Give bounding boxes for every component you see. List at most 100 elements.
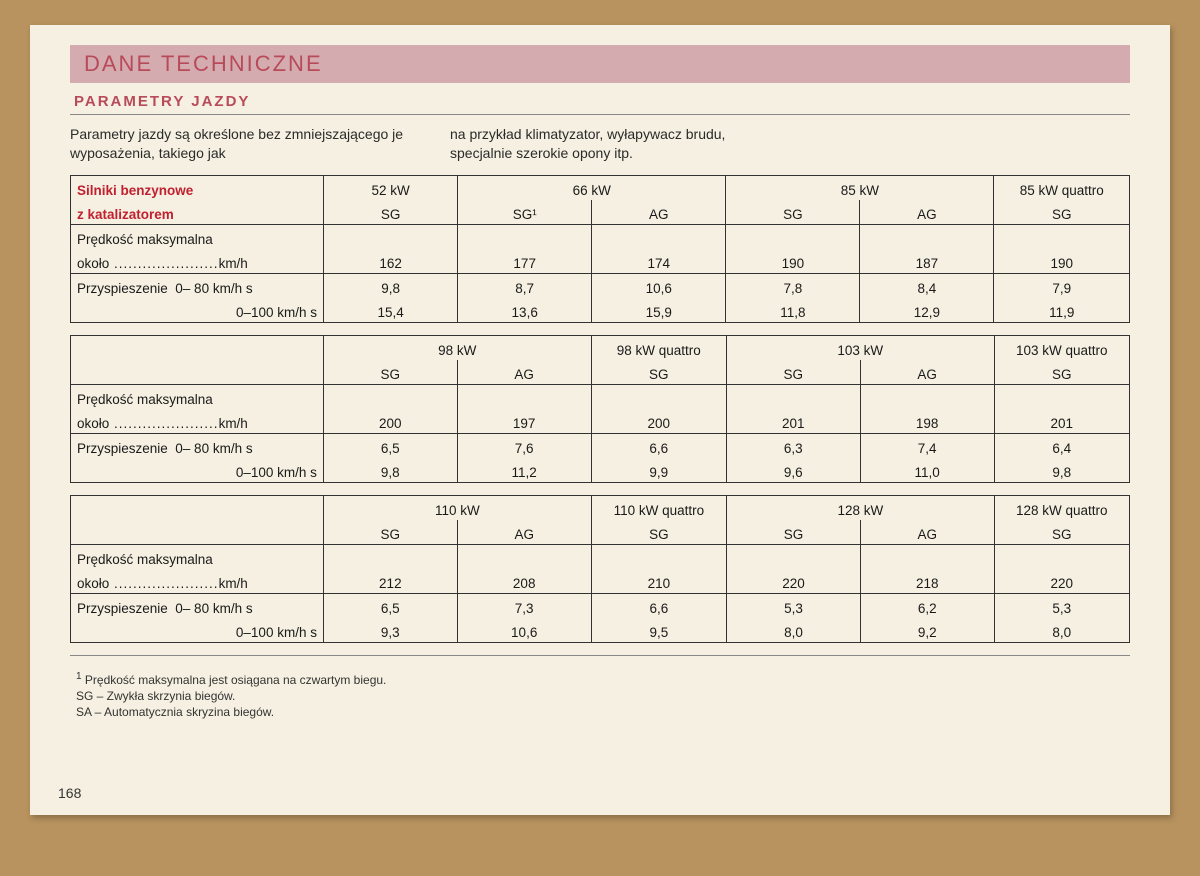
val-a100: 9,2 bbox=[860, 618, 994, 643]
val-speed: 220 bbox=[994, 569, 1129, 594]
col-trans: SG bbox=[727, 520, 861, 545]
val-a80: 8,7 bbox=[458, 273, 592, 298]
spec-table: 98 kW98 kW quattro103 kW103 kW quattroSG… bbox=[70, 335, 1130, 483]
val-a100: 9,5 bbox=[591, 618, 726, 643]
val-a100: 9,8 bbox=[323, 458, 457, 483]
val-a80: 5,3 bbox=[994, 593, 1129, 618]
header-bar: DANE TECHNICZNE bbox=[70, 45, 1130, 83]
col-trans: AG bbox=[860, 520, 994, 545]
val-speed: 187 bbox=[860, 249, 994, 274]
val-a80: 7,4 bbox=[860, 433, 994, 458]
col-power: 128 kW quattro bbox=[994, 495, 1129, 520]
val-a80: 6,6 bbox=[591, 433, 726, 458]
val-a80: 9,8 bbox=[324, 273, 458, 298]
section-subtitle: PARAMETRY JAZDY bbox=[74, 93, 1130, 110]
col-power: 85 kW quattro bbox=[994, 175, 1130, 200]
row-max-speed: Prędkość maksymalna bbox=[71, 384, 324, 409]
val-a80: 6,2 bbox=[860, 593, 994, 618]
col-trans: SG bbox=[726, 200, 860, 225]
col-power: 85 kW bbox=[726, 175, 994, 200]
val-speed: 190 bbox=[726, 249, 860, 274]
val-a80: 8,4 bbox=[860, 273, 994, 298]
val-a100: 9,9 bbox=[591, 458, 726, 483]
val-speed: 162 bbox=[324, 249, 458, 274]
page: DANE TECHNICZNE PARAMETRY JAZDY Parametr… bbox=[30, 25, 1170, 815]
row-max-speed-unit: okołokm/h bbox=[71, 569, 324, 594]
val-speed: 197 bbox=[457, 409, 591, 434]
val-a100: 11,8 bbox=[726, 298, 860, 323]
val-a80: 6,5 bbox=[323, 593, 457, 618]
spec-table: 110 kW110 kW quattro128 kW128 kW quattro… bbox=[70, 495, 1130, 643]
col-trans: SG bbox=[324, 200, 458, 225]
col-power: 103 kW quattro bbox=[994, 335, 1129, 360]
val-a100: 9,8 bbox=[994, 458, 1129, 483]
val-speed: 190 bbox=[994, 249, 1130, 274]
col-trans: SG bbox=[591, 520, 726, 545]
val-a100: 8,0 bbox=[727, 618, 861, 643]
val-speed: 200 bbox=[591, 409, 726, 434]
val-a100: 9,6 bbox=[726, 458, 860, 483]
val-a100: 10,6 bbox=[457, 618, 591, 643]
col-power: 98 kW bbox=[323, 335, 591, 360]
col-power: 103 kW bbox=[726, 335, 994, 360]
row-accel-100: 0–100 km/h s bbox=[71, 458, 324, 483]
val-a100: 13,6 bbox=[458, 298, 592, 323]
row-accel-80: Przyspieszenie 0– 80 km/h s bbox=[71, 273, 324, 298]
val-a100: 12,9 bbox=[860, 298, 994, 323]
row-accel-80: Przyspieszenie 0– 80 km/h s bbox=[71, 593, 324, 618]
col-power: 128 kW bbox=[727, 495, 994, 520]
val-speed: 212 bbox=[323, 569, 457, 594]
col-power: 98 kW quattro bbox=[591, 335, 726, 360]
spec-table: Silniki benzynowe52 kW66 kW85 kW85 kW qu… bbox=[70, 175, 1130, 323]
page-number: 168 bbox=[58, 785, 81, 801]
val-speed: 177 bbox=[458, 249, 592, 274]
val-a80: 6,3 bbox=[726, 433, 860, 458]
val-speed: 174 bbox=[592, 249, 726, 274]
val-a80: 7,3 bbox=[457, 593, 591, 618]
val-speed: 200 bbox=[323, 409, 457, 434]
val-speed: 218 bbox=[860, 569, 994, 594]
val-a100: 15,9 bbox=[592, 298, 726, 323]
val-a80: 6,5 bbox=[323, 433, 457, 458]
intro-right: na przykład klimatyzator, wyłapywacz bru… bbox=[450, 125, 790, 163]
col-trans: SG bbox=[994, 200, 1130, 225]
val-a80: 5,3 bbox=[727, 593, 861, 618]
val-a100: 8,0 bbox=[994, 618, 1129, 643]
val-speed: 220 bbox=[727, 569, 861, 594]
footnote-sg: SG – Zwykła skrzynia biegów. bbox=[76, 688, 1130, 704]
intro-left: Parametry jazdy są określone bez zmniejs… bbox=[70, 125, 410, 163]
col-power: 110 kW bbox=[323, 495, 591, 520]
footnote-sa: SA – Automatycznia skryzina biegów. bbox=[76, 704, 1130, 720]
col-power: 110 kW quattro bbox=[591, 495, 726, 520]
col-trans: SG bbox=[323, 520, 457, 545]
val-a100: 11,0 bbox=[860, 458, 994, 483]
rule bbox=[70, 655, 1130, 656]
col-power: 66 kW bbox=[458, 175, 726, 200]
val-speed: 201 bbox=[994, 409, 1129, 434]
intro-text: Parametry jazdy są określone bez zmniejs… bbox=[70, 125, 1130, 163]
val-a80: 6,6 bbox=[591, 593, 726, 618]
col-power: 52 kW bbox=[324, 175, 458, 200]
footnotes: 1 Prędkość maksymalna jest osiągana na c… bbox=[70, 670, 1130, 721]
val-a100: 9,3 bbox=[323, 618, 457, 643]
engines-header-2: z katalizatorem bbox=[71, 200, 324, 225]
val-speed: 210 bbox=[591, 569, 726, 594]
val-speed: 208 bbox=[457, 569, 591, 594]
col-trans: SG bbox=[726, 360, 860, 385]
row-accel-100: 0–100 km/h s bbox=[71, 618, 324, 643]
col-trans: SG bbox=[994, 360, 1129, 385]
val-a100: 11,2 bbox=[457, 458, 591, 483]
val-a100: 15,4 bbox=[324, 298, 458, 323]
val-a80: 7,8 bbox=[726, 273, 860, 298]
row-max-speed: Prędkość maksymalna bbox=[71, 224, 324, 249]
val-speed: 198 bbox=[860, 409, 994, 434]
tables-region: Silniki benzynowe52 kW66 kW85 kW85 kW qu… bbox=[70, 175, 1130, 643]
col-trans: AG bbox=[592, 200, 726, 225]
col-trans: AG bbox=[860, 200, 994, 225]
row-max-speed: Prędkość maksymalna bbox=[71, 544, 324, 569]
val-a100: 11,9 bbox=[994, 298, 1130, 323]
val-a80: 6,4 bbox=[994, 433, 1129, 458]
footnote-1: 1 Prędkość maksymalna jest osiągana na c… bbox=[76, 670, 1130, 688]
row-accel-80: Przyspieszenie 0– 80 km/h s bbox=[71, 433, 324, 458]
row-accel-100: 0–100 km/h s bbox=[71, 298, 324, 323]
